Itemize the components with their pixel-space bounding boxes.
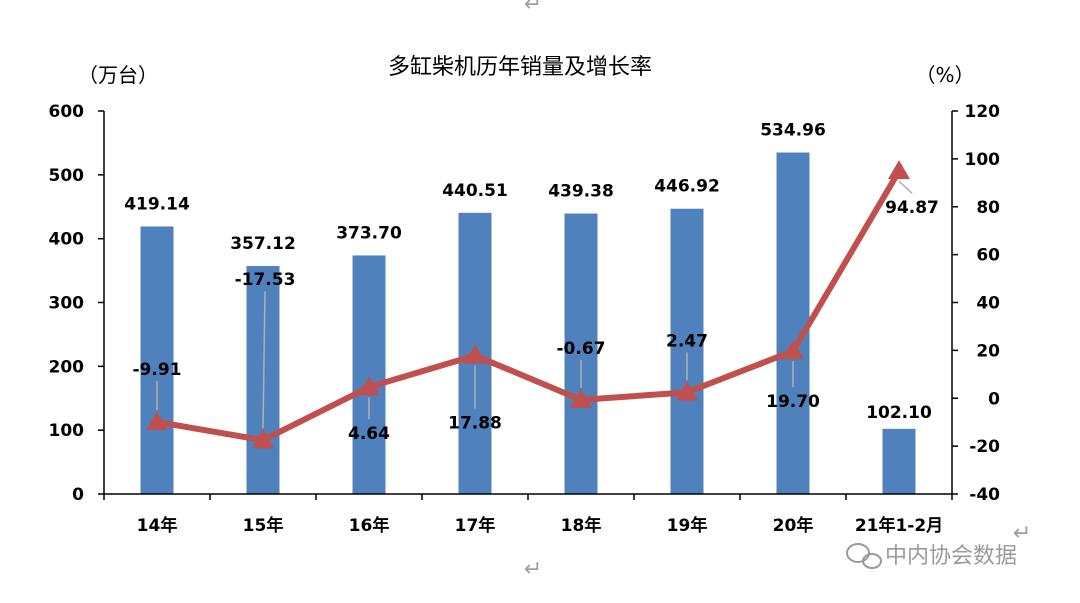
bar — [564, 213, 598, 494]
left-tick-label: 200 — [49, 357, 85, 377]
bar-data-label: 373.70 — [336, 223, 402, 243]
category-label: 18年 — [561, 515, 602, 536]
wechat-icon — [846, 543, 882, 569]
left-tick-label: 0 — [72, 485, 84, 505]
bar-data-label: 446.92 — [654, 177, 720, 197]
return-mark-bottom: ↵ — [524, 557, 542, 582]
category-label: 17年 — [455, 515, 496, 536]
line-marker — [464, 344, 486, 364]
bar-series — [140, 152, 916, 494]
bar-data-label: 102.10 — [866, 403, 932, 423]
line-data-label: 4.64 — [348, 424, 390, 444]
right-tick-label: 40 — [976, 294, 1000, 314]
left-tick-label: 500 — [49, 166, 85, 186]
bar — [352, 255, 386, 494]
line-data-label: 19.70 — [766, 392, 820, 412]
growth-line — [154, 168, 902, 444]
right-tick-label: 0 — [988, 389, 1000, 409]
line-data-label: -9.91 — [133, 360, 182, 380]
bar-data-label: 439.38 — [548, 182, 614, 202]
left-tick-label: 300 — [49, 294, 85, 314]
return-mark-top: ↵ — [524, 0, 542, 17]
category-label: 21年1-2月 — [855, 515, 943, 536]
bar-data-label: 534.96 — [760, 121, 826, 141]
line-data-label: 17.88 — [448, 413, 502, 433]
line-marker — [146, 410, 168, 430]
label-leader-line — [262, 291, 266, 429]
watermark: 中内协会数据 — [846, 543, 1017, 569]
right-tick-label: 100 — [965, 150, 1001, 170]
line-marker — [252, 429, 274, 449]
line-marker — [676, 381, 698, 401]
line-marker — [570, 388, 592, 408]
left-axis-ticks: 0 100 200 300 400 500 600 — [49, 102, 104, 505]
bar — [882, 428, 916, 494]
left-tick-label: 400 — [49, 230, 85, 250]
category-label: 15年 — [243, 515, 284, 536]
line-data-label: 2.47 — [666, 331, 708, 351]
category-label: 16年 — [349, 515, 390, 536]
bar-data-label: 440.51 — [442, 181, 508, 201]
label-leader-lines — [156, 180, 913, 429]
bar-data-label: 357.12 — [230, 234, 296, 254]
bar-data-label: 419.14 — [124, 194, 190, 214]
right-tick-label: 120 — [965, 102, 1001, 122]
label-leader-line — [898, 180, 913, 194]
line-series — [146, 160, 910, 449]
bar — [140, 226, 174, 494]
line-marker — [782, 340, 804, 360]
line-data-label: 94.87 — [885, 198, 939, 218]
category-labels: 14年 15年 16年 17年 18年 19年 20年 21年1-2月 — [137, 515, 944, 536]
bar — [776, 152, 810, 494]
category-label: 20年 — [773, 515, 814, 536]
left-tick-label: 600 — [49, 102, 85, 122]
watermark-text: 中内协会数据 — [885, 544, 1017, 569]
left-tick-label: 100 — [49, 421, 85, 441]
line-marker — [358, 376, 380, 396]
category-label: 19年 — [667, 515, 708, 536]
category-label: 14年 — [137, 515, 178, 536]
line-marker — [888, 160, 910, 180]
line-data-label: -0.67 — [557, 339, 606, 359]
right-axis-unit: （%） — [915, 63, 974, 87]
bar-data-labels: 419.14 357.12 373.70 440.51 439.38 446.92 534.… — [124, 121, 932, 423]
right-axis-ticks: -40 -20 0 20 40 60 80 100 120 — [952, 102, 1000, 505]
axes — [103, 111, 953, 500]
return-mark-right: ↵ — [1013, 521, 1031, 546]
line-data-label: -17.53 — [235, 270, 296, 290]
right-tick-label: -40 — [969, 485, 1000, 505]
right-tick-label: 20 — [976, 341, 1000, 361]
right-tick-label: -20 — [969, 437, 1000, 457]
line-data-labels: -9.91 -17.53 4.64 17.88 -0.67 2.47 19.70 94.87 — [133, 198, 939, 444]
right-tick-label: 60 — [976, 246, 1000, 266]
left-axis-unit: （万台） — [78, 63, 158, 87]
bar — [670, 208, 704, 494]
right-tick-label: 80 — [976, 198, 1000, 218]
chart-title: 多缸柴机历年销量及增长率 — [388, 55, 652, 80]
